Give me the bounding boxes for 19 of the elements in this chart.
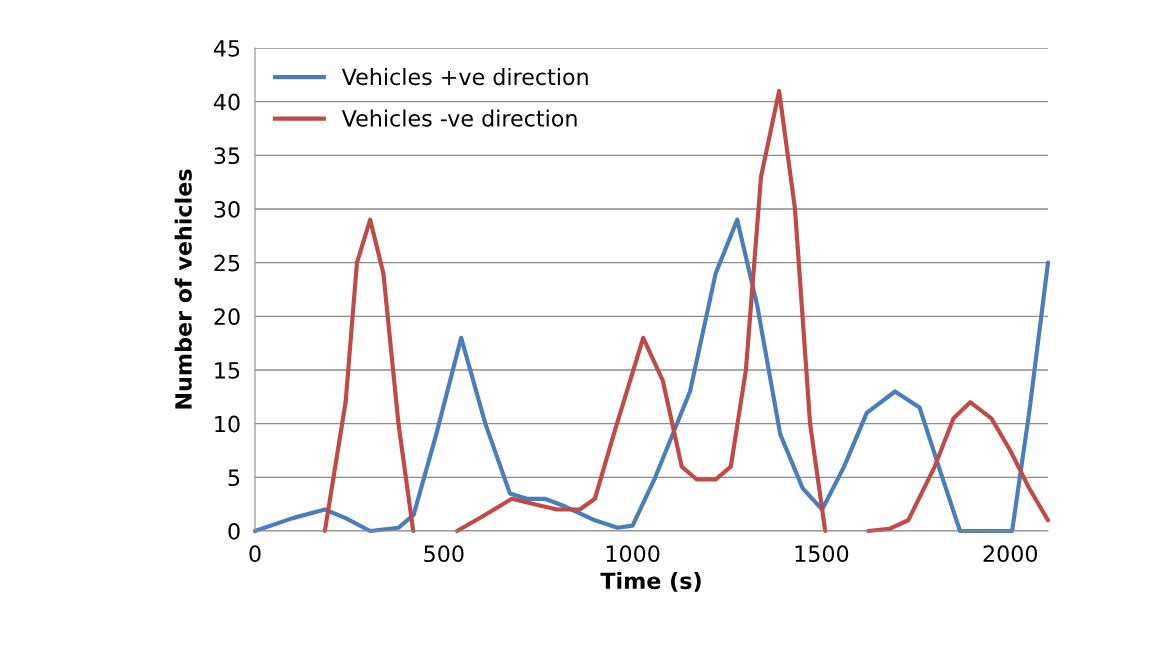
x-tick-label: 500 <box>424 545 464 563</box>
y-tick-label: 20 <box>214 308 240 326</box>
y-tick-label: 35 <box>214 147 240 165</box>
x-tick-label: 2000 <box>983 545 1038 563</box>
legend-label: Vehicles -ve direction <box>341 109 577 127</box>
y-tick-label: 45 <box>213 40 240 57</box>
y-tick-label: 5 <box>228 469 240 487</box>
x-tick-label: 1000 <box>606 545 660 563</box>
y-tick-label: 15 <box>215 362 240 379</box>
x-tick-label: 1500 <box>795 545 849 563</box>
x-axis-title: Time (s) <box>600 571 701 592</box>
y-tick-label: 10 <box>215 415 240 433</box>
x-tick-label: 0 <box>249 545 261 563</box>
y-tick-label: 30 <box>214 200 240 218</box>
y-tick-label: 25 <box>214 254 240 272</box>
y-tick-label: 40 <box>213 93 240 111</box>
y-tick-label: 0 <box>228 522 240 540</box>
legend-label: Vehicles +ve direction <box>341 68 588 86</box>
y-axis-title: Number of vehicles <box>174 169 192 409</box>
